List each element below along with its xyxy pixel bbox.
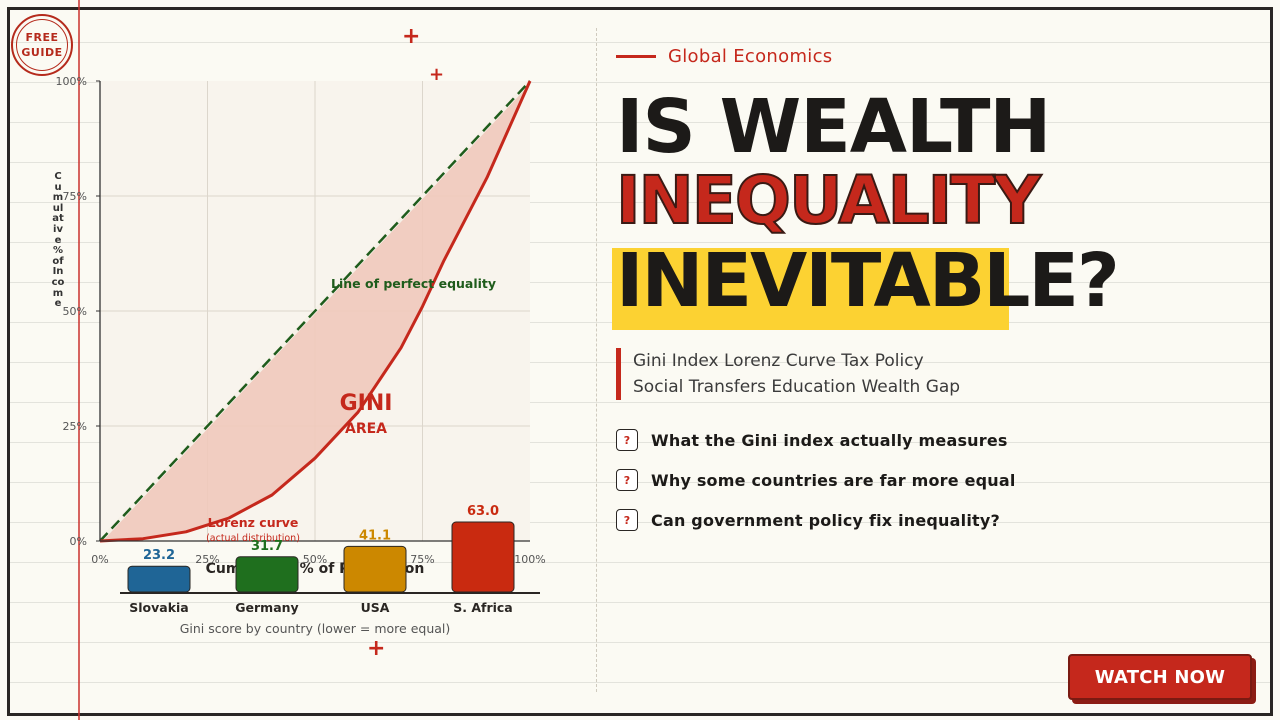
topic-tags: Gini Index Lorenz Curve Tax Policy Socia… — [616, 348, 960, 400]
question-text: Why some countries are far more equal — [651, 470, 1016, 490]
y-tick-label: 0% — [70, 535, 87, 548]
question-text: Can government policy fix inequality? — [651, 510, 1000, 530]
gini-bar — [451, 521, 515, 593]
tags-row-1: Gini Index Lorenz Curve Tax Policy — [633, 351, 924, 371]
watch-now-button[interactable]: WATCH NOW — [1068, 654, 1252, 700]
kicker-text: Global Economics — [668, 46, 833, 67]
title-highlight — [612, 248, 1009, 330]
gini-bar — [235, 556, 299, 593]
column-divider — [596, 28, 597, 692]
plus-decoration-mid: + — [429, 64, 445, 85]
title-line-3: INEVITABLE? — [616, 238, 1120, 324]
y-axis-label: Cumulative % of Income — [51, 171, 65, 310]
x-tick-label: 100% — [514, 553, 545, 566]
tags-row-2: Social Transfers Education Wealth Gap — [633, 377, 961, 397]
gini-area-label: AREA — [345, 421, 387, 437]
question-item: ? Why some countries are far more equal — [616, 460, 1016, 500]
plus-decoration-top: + — [402, 24, 421, 49]
kicker: Global Economics — [616, 46, 832, 67]
gini-bar — [127, 565, 191, 593]
bar-category-label: Slovakia — [129, 600, 189, 615]
bar-value-label: 31.7 — [251, 539, 283, 554]
x-tick-label: 50% — [303, 553, 327, 566]
gini-bar — [343, 545, 407, 593]
bar-category-label: USA — [361, 600, 390, 615]
question-list: ? What the Gini index actually measures … — [616, 420, 1016, 540]
question-item: ? What the Gini index actually measures — [616, 420, 1016, 460]
bar-category-label: Germany — [235, 600, 298, 615]
y-tick-label: 100% — [56, 75, 87, 88]
lorenz-curve-label: Lorenz curve — [208, 515, 299, 530]
kicker-rule — [616, 55, 656, 58]
lorenz-curve-line — [99, 80, 532, 543]
y-tick-label: 75% — [63, 190, 87, 203]
bar-value-label: 23.2 — [143, 548, 175, 563]
equality-line — [99, 80, 531, 542]
y-tick-label: 50% — [63, 305, 87, 318]
question-mark-icon: ? — [616, 509, 638, 531]
lorenz-chart: 0% 25% 50% 75% 100% Line of perfect equality G… — [56, 75, 546, 636]
title-line-1: IS WEALTH — [616, 84, 1051, 170]
title-line-2: INEQUALITY — [615, 161, 1042, 240]
bar-category-label: S. Africa — [453, 600, 513, 615]
bar-value-label: 41.1 — [359, 528, 391, 543]
y-tick-label: 25% — [63, 420, 87, 433]
equality-line-label: Line of perfect equality — [331, 276, 496, 291]
gini-label: GINI — [340, 391, 393, 416]
bar-value-label: 63.0 — [467, 504, 499, 519]
question-text: What the Gini index actually measures — [651, 430, 1008, 450]
x-tick-label: 0% — [91, 553, 108, 566]
plus-decoration-bottom: + — [367, 636, 386, 661]
bar-chart-caption: Gini score by country (lower = more equa… — [180, 621, 451, 636]
free-guide-badge: FREE GUIDE — [11, 14, 73, 76]
x-tick-label: 75% — [410, 553, 434, 566]
question-item: ? Can government policy fix inequality? — [616, 500, 1016, 540]
question-mark-icon: ? — [616, 429, 638, 451]
notebook-margin-line — [78, 0, 80, 720]
lorenz-curve-sublabel: (actual distribution) — [206, 533, 300, 544]
question-mark-icon: ? — [616, 469, 638, 491]
x-tick-label: 25% — [195, 553, 219, 566]
